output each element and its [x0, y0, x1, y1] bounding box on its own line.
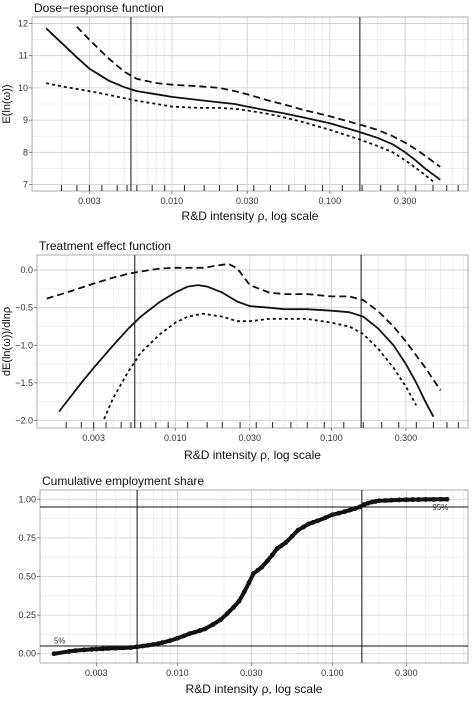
point-cluster [54, 651, 69, 653]
x-tick-label: 0.003 [78, 196, 101, 206]
series-line-dotted [46, 83, 433, 181]
y-tick-label: 7 [23, 180, 28, 190]
x-tick-label: 0.100 [321, 668, 344, 678]
y-tick-label: 11 [19, 51, 28, 61]
y-tick-label: 1.00 [18, 494, 36, 504]
y-axis-label: E(ln(ω)) [1, 84, 13, 123]
x-tick-label: 0.300 [394, 196, 417, 206]
y-tick-label: 12 [18, 18, 28, 28]
annotation-label: 95% [432, 503, 448, 512]
x-tick-label: 0.010 [164, 433, 187, 443]
x-tick-label: 0.003 [85, 668, 108, 678]
chart-panel-1: 0.003 0.010 0.030 0.100 0.300 7 8 9 10 11 12 Dose−r… [1, 1, 468, 223]
y-tick-label: 9 [23, 115, 28, 125]
x-tick-label: 0.030 [236, 196, 259, 206]
series-line-solid [59, 285, 433, 417]
annotation-label: 5% [54, 637, 66, 646]
y-tick-label: −1.0 [15, 340, 33, 350]
y-tick-label: 8 [23, 147, 28, 157]
x-tick-label: 0.003 [82, 433, 105, 443]
y-tick-label: 10 [18, 83, 28, 93]
y-tick-label: 0.25 [18, 610, 36, 620]
y-tick-label: −0.5 [15, 303, 33, 313]
chart-panel-3: 0.003 0.010 0.030 0.100 0.300 0.00 0.25 0.50 0.7… [18, 474, 468, 696]
chart-title: Dose−response function [34, 1, 164, 15]
x-axis-label: R&D intensity ρ, log scale [184, 448, 321, 462]
x-tick-label: 0.010 [161, 196, 184, 206]
x-axis-label: R&D intensity ρ, log scale [182, 209, 319, 223]
x-tick-label: 0.300 [395, 433, 418, 443]
x-tick-label: 0.300 [395, 668, 418, 678]
x-tick-label: 0.100 [320, 433, 343, 443]
x-tick-label: 0.030 [240, 668, 263, 678]
x-tick-label: 0.010 [166, 668, 189, 678]
y-tick-label: 0.50 [18, 572, 36, 582]
x-tick-label: 0.030 [239, 433, 262, 443]
y-tick-label: 0.00 [18, 649, 36, 659]
y-tick-label: 0.75 [18, 533, 36, 543]
y-axis-label: dE(ln(ω))/dlnρ [1, 307, 13, 376]
y-tick-label: −2.0 [15, 415, 33, 425]
x-axis-label: R&D intensity ρ, log scale [186, 682, 323, 696]
y-tick-label: 0.0 [20, 265, 33, 275]
chart-title: Cumulative employment share [42, 474, 204, 488]
x-tick-label: 0.100 [319, 196, 342, 206]
y-tick-label: −1.5 [15, 378, 33, 388]
series-line-dashed [47, 264, 441, 390]
chart-panel-2: 0.003 0.010 0.030 0.100 0.300 0.0 −0.5 −1.0 −1.5… [1, 239, 468, 462]
chart-title: Treatment effect function [39, 239, 171, 253]
